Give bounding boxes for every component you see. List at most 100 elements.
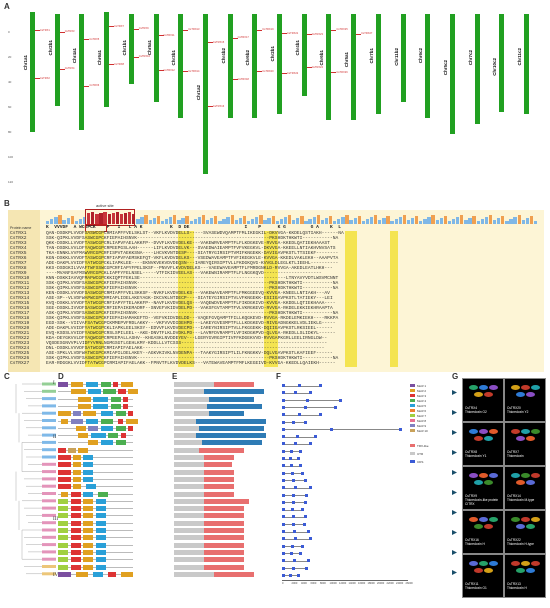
motif-block xyxy=(95,549,106,555)
motif-block xyxy=(100,411,113,417)
legend-label: Motif 9 xyxy=(417,423,427,428)
y-tick-label: 20 xyxy=(8,55,12,59)
motif-block xyxy=(70,506,81,512)
motif-block xyxy=(70,498,81,504)
exon-block xyxy=(282,449,285,453)
legend-swatch xyxy=(410,419,415,422)
gene-marker: CsTRX19 xyxy=(262,28,274,32)
gene-marker: CsTRX18 xyxy=(237,77,249,81)
legend-swatch xyxy=(410,394,415,397)
tree-leaf xyxy=(42,462,56,466)
sequence-row: DNL-DSDKLVVVDFSATWCGPCRMIAPIFAELAKK-----… xyxy=(46,346,325,351)
conserved-column xyxy=(85,231,104,367)
intron-line xyxy=(282,392,312,394)
sequence-row: KGN-DSKKLVVVDFTASWCGPCRFIAPVFAEMSKEFQT-V… xyxy=(46,256,339,261)
conservation-bar xyxy=(529,216,534,224)
conservation-bar xyxy=(361,221,366,224)
ribbon-segment xyxy=(469,561,478,566)
marker-line xyxy=(232,79,238,81)
motif-block xyxy=(58,557,68,563)
ribbon-segment xyxy=(521,561,530,566)
trx-domain xyxy=(196,433,266,439)
exon-block xyxy=(294,486,297,490)
motif-block xyxy=(95,528,106,533)
trx-domain xyxy=(214,382,254,387)
chromosome-bar xyxy=(474,14,480,124)
y-tick-label: 40 xyxy=(8,80,12,84)
conserved-column xyxy=(264,231,278,367)
structure-id: CsTRX4 xyxy=(465,406,478,410)
protein-name: CsTRX19 xyxy=(10,321,30,326)
trx-domain xyxy=(204,528,244,533)
conservation-bar xyxy=(419,221,423,224)
motif-block xyxy=(83,506,93,512)
structure-id: CsTRX20 xyxy=(507,406,521,410)
protein-name: CsTRX8 xyxy=(10,266,27,271)
marker-line xyxy=(207,106,213,107)
chromosome-bar xyxy=(499,14,505,112)
structure-label: Thioredoxin H xyxy=(465,542,485,546)
exon-block xyxy=(305,493,308,497)
motif-block xyxy=(58,535,68,541)
conservation-bar xyxy=(140,217,144,224)
chromosome-bar xyxy=(227,14,233,118)
motif-block xyxy=(95,513,106,519)
exon-block xyxy=(282,515,285,519)
legend-swatch xyxy=(410,424,415,427)
exon-block xyxy=(290,551,293,555)
ribbon-segment xyxy=(531,473,540,478)
chromosome-bar xyxy=(449,14,455,134)
motif-block xyxy=(70,491,81,497)
protein-name: CsTRX9 xyxy=(10,271,27,276)
sequence-row: QKK-DSDKLLVVDFTASWCGPCRLIAPVFAELAKKFP--D… xyxy=(46,241,330,246)
exon-block xyxy=(282,405,285,409)
sequence-row: SSK-QIPKLVVDFSASWCGPCKFIEPAIHAMAKEFTD--V… xyxy=(46,316,339,321)
protein-name: CsTRX22 xyxy=(10,336,30,341)
exon-block xyxy=(282,566,285,570)
exon-block xyxy=(294,442,297,446)
conservation-bar xyxy=(353,218,357,224)
exon-block xyxy=(298,384,301,387)
conservation-bar xyxy=(279,219,284,224)
motif-arrow xyxy=(452,530,457,535)
conservation-bar xyxy=(251,219,255,224)
trx-domain xyxy=(204,513,244,519)
motif-block xyxy=(128,389,138,395)
conservation-bar xyxy=(320,220,325,224)
conservation-bar xyxy=(349,220,353,224)
sequence-row: QAN-DSDKPLVVDFSASWCGPCRMIAPFFVELSKLST--V… xyxy=(46,231,344,236)
gene-marker: CsTRX16 xyxy=(212,104,225,108)
trx-domain xyxy=(204,469,234,475)
domain-legend-swatch xyxy=(410,444,415,447)
conservation-bar xyxy=(193,219,197,224)
exon-block xyxy=(292,500,295,504)
legend-label: Motif 7 xyxy=(417,413,427,418)
protein-name: CsTRX11 xyxy=(10,281,30,286)
motif-block xyxy=(100,425,113,431)
motif-block xyxy=(78,403,91,409)
domain-legend-swatch xyxy=(410,460,415,463)
motif-block xyxy=(78,433,88,439)
ribbon-segment xyxy=(469,473,478,478)
exon-block xyxy=(293,530,297,533)
ribbon-segment xyxy=(511,561,520,566)
exon-block xyxy=(282,420,285,424)
conservation-bar xyxy=(205,220,210,224)
ribbon-segment xyxy=(531,561,540,566)
protein-name: CsTRX6 xyxy=(10,256,27,261)
gene-marker: CsTRX25 xyxy=(336,28,348,32)
conservation-bar xyxy=(267,218,271,224)
marker-line xyxy=(59,31,65,33)
marker-line xyxy=(331,72,337,74)
conservation-bar xyxy=(201,215,206,224)
sequence-row: KKS-DSDGKILVVAFTWFSSWCGPCRFIAPYFPELSKSF-… xyxy=(46,266,333,271)
exon-block xyxy=(293,559,297,563)
trx-domain xyxy=(204,564,244,570)
exon-block xyxy=(304,500,307,504)
tree-leaf xyxy=(42,404,56,408)
motif-block xyxy=(73,484,81,490)
motif-block xyxy=(83,564,93,570)
chromosome-bar xyxy=(54,14,60,106)
gene-structure-panel: 0 2000 4000 6000 8000 10000 12000 14000 16000 180… xyxy=(278,380,413,590)
gene-marker: CsTRX8 xyxy=(114,62,124,66)
